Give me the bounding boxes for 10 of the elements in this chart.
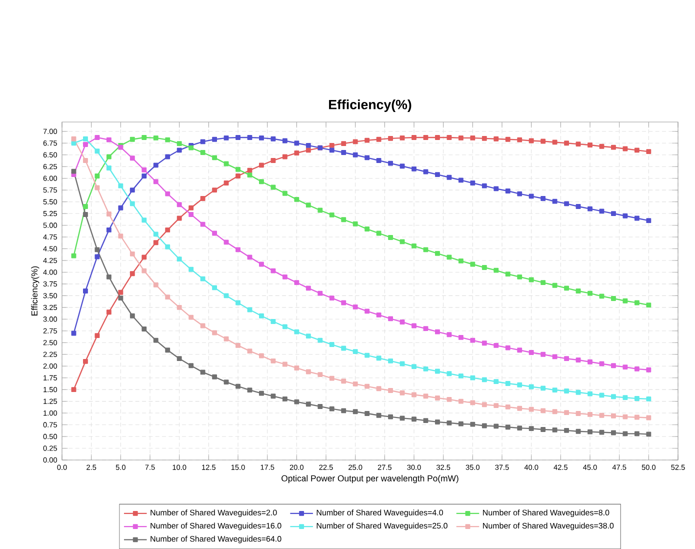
legend-label: Number of Shared Waveguides=2.0 <box>150 509 277 517</box>
legend-label: Number of Shared Waveguides=64.0 <box>150 536 282 544</box>
legend-label: Number of Shared Waveguides=16.0 <box>150 522 282 530</box>
chart-title: Efficiency(%) <box>329 99 412 112</box>
y-axis-title: Efficiency(%) <box>31 266 40 316</box>
x-axis-title: Optical Power Output per wavelength Po(mW) <box>282 474 458 484</box>
legend-label: Number of Shared Waveguides=25.0 <box>316 522 448 530</box>
legend-label: Number of Shared Waveguides=38.0 <box>483 522 614 530</box>
legend-label: Number of Shared Waveguides=4.0 <box>316 509 443 517</box>
legend-label: Number of Shared Waveguides=8.0 <box>483 509 610 517</box>
